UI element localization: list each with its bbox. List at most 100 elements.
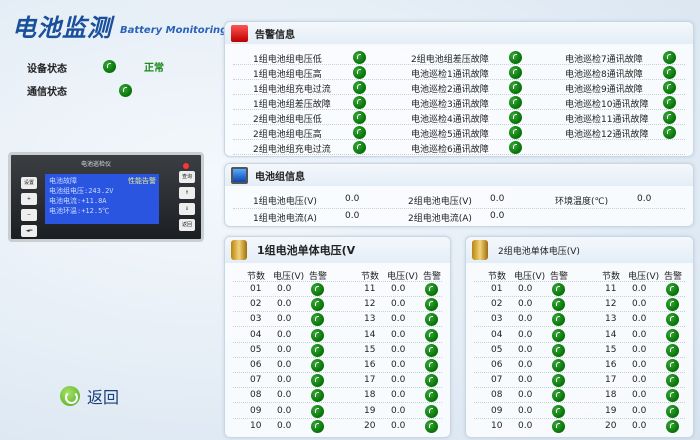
cell-voltage: 0.0	[277, 420, 292, 431]
cell-number: 17	[364, 375, 376, 386]
cell-row: 05 0.0 15 0.0	[474, 343, 685, 358]
cell-number: 17	[605, 375, 617, 386]
cells-column-header: 电压(V)	[514, 272, 546, 282]
lcd-line: 电池故障	[49, 177, 77, 185]
cell-alarm-ok-icon	[425, 404, 438, 418]
cell-number: 16	[605, 360, 617, 370]
cell-number: 14	[364, 329, 376, 340]
alarm-led-icon	[183, 163, 189, 169]
info-value: 0.0	[345, 194, 360, 204]
cell-voltage: 0.0	[277, 329, 292, 340]
cell-voltage: 0.0	[518, 344, 533, 355]
comm-status-label: 通信状态	[27, 87, 67, 98]
cell-number: 13	[364, 314, 376, 325]
cell-voltage: 0.0	[518, 284, 533, 294]
cells-column-header: 电压(V)	[628, 272, 660, 282]
alarm-row: 1组电池组电压低 2组电池组差压故障 电池巡检7通讯故障	[233, 50, 685, 65]
cell-alarm-ok-icon	[552, 328, 565, 342]
cell-voltage: 0.0	[632, 420, 647, 431]
alarm-ok-indicator-icon	[509, 141, 522, 154]
cell-alarm-ok-icon	[552, 343, 565, 357]
alarm-row: 1组电池组电压高 电池巡检1通讯故障 电池巡检8通讯故障	[233, 65, 685, 80]
alarm-label: 电池巡检1通讯故障	[411, 70, 489, 80]
cell-number: 12	[605, 299, 617, 310]
info-label: 环境温度(℃)	[555, 197, 609, 207]
cell-alarm-ok-icon	[552, 389, 565, 403]
cell-alarm-ok-icon	[425, 389, 438, 403]
alarm-row: 2组电池组充电过流 电池巡检6通讯故障	[233, 140, 685, 155]
alarm-ok-indicator-icon	[663, 126, 676, 139]
cell-alarm-ok-icon	[552, 313, 565, 327]
alarm-label: 2组电池组充电过流	[253, 145, 331, 155]
info-value: 0.0	[490, 194, 505, 204]
cell-number: 15	[605, 344, 617, 355]
alarm-ok-indicator-icon	[663, 81, 676, 94]
back-button[interactable]: 返回	[60, 384, 119, 408]
cells-column-header: 节数	[361, 272, 380, 282]
cell-voltage: 0.0	[518, 360, 533, 370]
cell-alarm-ok-icon	[666, 389, 679, 403]
lcd-line: 电池电流:+11.8A	[49, 197, 107, 205]
cell-voltage: 0.0	[518, 314, 533, 325]
cells-column-header: 告警	[309, 272, 328, 282]
alarm-panel: 告警信息 1组电池组电压低 2组电池组差压故障 电池巡检7通讯故障 1组电池组电压高电…	[224, 21, 694, 157]
cell-voltage: 0.0	[632, 299, 647, 310]
lcd-line: 电池环温:+12.5℃	[49, 207, 110, 215]
cell-number: 01	[250, 284, 262, 294]
cell-voltage: 0.0	[277, 299, 292, 310]
group1-cells-panel: 1组电池单体电压(V 节数 电压(V) 告警 节数 电压(V) 告警 01 0.0 11 0.0 0…	[224, 236, 451, 438]
alarm-ok-indicator-icon	[353, 126, 366, 139]
cell-row: 08 0.0 18 0.0	[474, 388, 685, 404]
alarm-label: 1组电池组电压高	[253, 70, 322, 80]
alarm-ok-indicator-icon	[353, 81, 366, 94]
cell-number: 18	[364, 390, 376, 401]
cell-number: 06	[491, 360, 503, 370]
cell-voltage: 0.0	[391, 390, 406, 401]
cell-row: 06 0.0 16 0.0	[233, 358, 442, 373]
cell-number: 04	[250, 329, 262, 340]
alarm-label: 电池巡检11通讯故障	[565, 115, 649, 125]
cell-alarm-ok-icon	[552, 298, 565, 312]
cell-number: 20	[605, 420, 617, 431]
cell-voltage: 0.0	[632, 344, 647, 355]
cell-voltage: 0.0	[518, 390, 533, 401]
alarm-ok-indicator-icon	[509, 126, 522, 139]
cell-alarm-ok-icon	[666, 313, 679, 327]
alarm-ok-indicator-icon	[353, 51, 366, 64]
alarm-ok-indicator-icon	[509, 111, 522, 124]
cell-voltage: 0.0	[277, 390, 292, 401]
cells-header-row: 节数 电压(V) 告警 节数 电压(V) 告警	[233, 267, 442, 282]
cell-voltage: 0.0	[391, 360, 406, 370]
comm-status-indicator-icon	[118, 84, 132, 97]
cell-alarm-ok-icon	[552, 283, 565, 296]
cell-row: 09 0.0 19 0.0	[233, 404, 442, 419]
cell-alarm-ok-icon	[666, 328, 679, 342]
info-value: 0.0	[345, 211, 360, 221]
cell-number: 13	[605, 314, 617, 325]
device-key: +	[21, 193, 37, 205]
cells-header-row: 节数 电压(V) 告警 节数 电压(V) 告警	[474, 267, 685, 282]
cell-number: 09	[491, 405, 503, 416]
cell-voltage: 0.0	[391, 314, 406, 325]
cell-alarm-ok-icon	[666, 374, 679, 388]
cell-alarm-ok-icon	[425, 298, 438, 312]
cell-voltage: 0.0	[632, 314, 647, 325]
cell-voltage: 0.0	[632, 360, 647, 370]
device-key: 设置	[21, 177, 37, 189]
device-key: ◄═	[21, 225, 37, 237]
battery-icon	[472, 240, 488, 260]
cell-number: 06	[250, 360, 262, 370]
cell-number: 10	[491, 420, 503, 431]
cells-column-header: 告警	[423, 272, 442, 282]
device-panel-title: 电池巡检仪	[81, 161, 112, 168]
cell-voltage: 0.0	[391, 284, 406, 294]
device-key: ⇓	[179, 203, 195, 215]
device-image: 电池巡检仪 电池故障 电池组电压:243.2V 电池电流:+11.8A 电池环温…	[8, 152, 204, 242]
info-label: 1组电池电压(V)	[253, 197, 317, 207]
cell-alarm-ok-icon	[552, 419, 565, 433]
alarm-label: 2组电池组电压高	[253, 130, 322, 140]
cell-voltage: 0.0	[632, 284, 647, 294]
alarm-label: 电池巡检6通讯故障	[411, 145, 489, 155]
cell-number: 04	[491, 329, 503, 340]
cell-row: 04 0.0 14 0.0	[474, 328, 685, 343]
